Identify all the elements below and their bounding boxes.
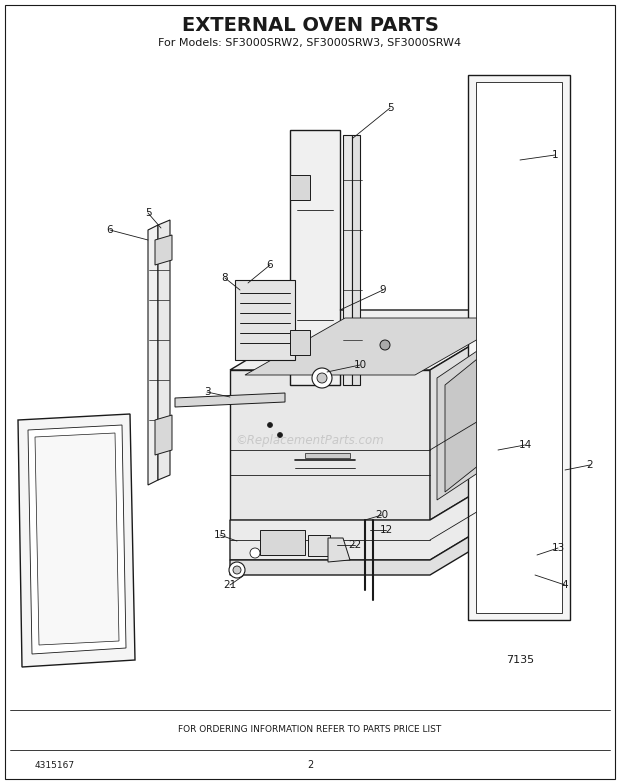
Polygon shape bbox=[155, 235, 172, 265]
Polygon shape bbox=[290, 130, 340, 385]
Text: 9: 9 bbox=[379, 285, 386, 295]
Circle shape bbox=[267, 423, 273, 427]
Text: 1: 1 bbox=[552, 150, 559, 160]
Text: 8: 8 bbox=[222, 273, 228, 283]
Polygon shape bbox=[328, 538, 350, 562]
Polygon shape bbox=[155, 415, 172, 455]
Circle shape bbox=[317, 373, 327, 383]
Text: 2: 2 bbox=[587, 460, 593, 470]
Circle shape bbox=[312, 368, 332, 388]
Polygon shape bbox=[158, 220, 170, 480]
Text: 7135: 7135 bbox=[506, 655, 534, 665]
Polygon shape bbox=[148, 225, 158, 485]
Polygon shape bbox=[260, 530, 305, 555]
Text: 2: 2 bbox=[307, 760, 313, 770]
Polygon shape bbox=[290, 175, 310, 200]
Polygon shape bbox=[343, 135, 352, 385]
Text: 6: 6 bbox=[107, 225, 113, 235]
Polygon shape bbox=[290, 330, 310, 355]
Polygon shape bbox=[468, 75, 570, 620]
Polygon shape bbox=[522, 452, 535, 583]
Circle shape bbox=[229, 562, 245, 578]
Polygon shape bbox=[305, 453, 350, 458]
Text: 14: 14 bbox=[518, 440, 531, 450]
Text: 15: 15 bbox=[213, 530, 227, 540]
Text: FOR ORDERING INFORMATION REFER TO PARTS PRICE LIST: FOR ORDERING INFORMATION REFER TO PARTS … bbox=[179, 725, 441, 735]
Text: 4: 4 bbox=[562, 580, 569, 590]
Polygon shape bbox=[245, 318, 515, 375]
Polygon shape bbox=[352, 135, 360, 385]
Polygon shape bbox=[230, 500, 530, 575]
Text: 10: 10 bbox=[353, 360, 366, 370]
Text: 12: 12 bbox=[379, 525, 392, 535]
Text: EXTERNAL OVEN PARTS: EXTERNAL OVEN PARTS bbox=[182, 16, 438, 34]
Circle shape bbox=[278, 433, 283, 437]
Polygon shape bbox=[308, 535, 330, 556]
Polygon shape bbox=[18, 414, 135, 667]
Polygon shape bbox=[230, 460, 530, 560]
Polygon shape bbox=[175, 393, 285, 407]
Polygon shape bbox=[230, 310, 530, 370]
Polygon shape bbox=[430, 310, 530, 520]
Text: 22: 22 bbox=[348, 540, 361, 550]
Text: 5: 5 bbox=[387, 103, 393, 113]
Text: 13: 13 bbox=[551, 543, 565, 553]
Polygon shape bbox=[476, 82, 562, 613]
Polygon shape bbox=[445, 330, 513, 492]
Polygon shape bbox=[437, 322, 520, 500]
Text: ©ReplacementParts.com: ©ReplacementParts.com bbox=[236, 434, 384, 447]
Text: 20: 20 bbox=[376, 510, 389, 520]
Text: 6: 6 bbox=[267, 260, 273, 270]
Polygon shape bbox=[235, 280, 295, 360]
Polygon shape bbox=[35, 433, 119, 645]
Text: 5: 5 bbox=[144, 208, 151, 218]
Text: 4315167: 4315167 bbox=[35, 760, 75, 770]
Polygon shape bbox=[230, 370, 430, 520]
Circle shape bbox=[380, 340, 390, 350]
Text: 21: 21 bbox=[223, 580, 237, 590]
Text: 3: 3 bbox=[204, 387, 210, 397]
Text: For Models: SF3000SRW2, SF3000SRW3, SF3000SRW4: For Models: SF3000SRW2, SF3000SRW3, SF30… bbox=[159, 38, 461, 48]
Circle shape bbox=[250, 548, 260, 558]
Circle shape bbox=[233, 566, 241, 574]
Polygon shape bbox=[28, 425, 126, 654]
